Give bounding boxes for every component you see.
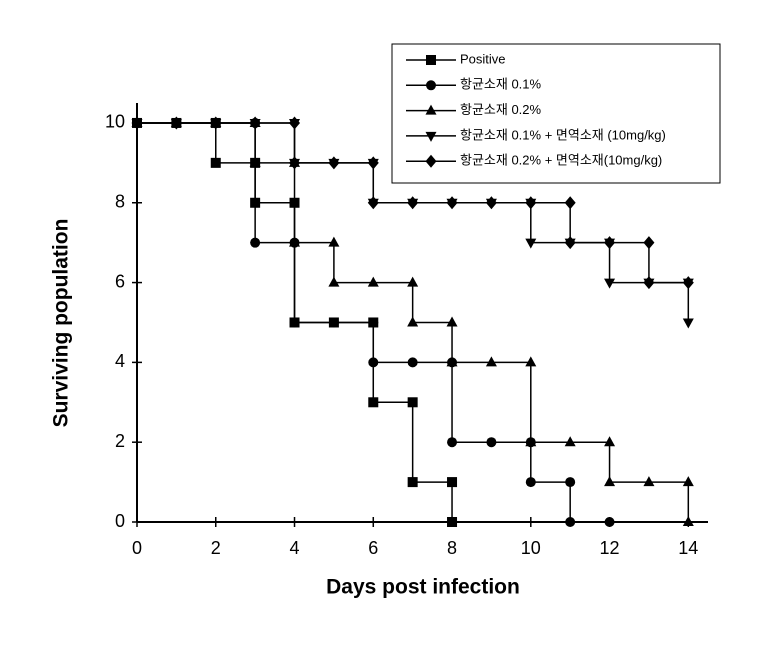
marker bbox=[564, 236, 576, 250]
marker bbox=[249, 116, 261, 130]
x-tick-label: 0 bbox=[132, 538, 142, 558]
marker bbox=[564, 196, 576, 210]
marker bbox=[447, 517, 458, 527]
marker bbox=[170, 116, 182, 130]
marker bbox=[525, 356, 537, 367]
marker bbox=[289, 156, 301, 170]
marker bbox=[643, 476, 655, 487]
marker bbox=[407, 397, 418, 408]
marker bbox=[485, 196, 497, 210]
marker bbox=[368, 397, 379, 408]
marker bbox=[604, 236, 616, 250]
marker bbox=[289, 236, 301, 247]
marker bbox=[426, 80, 436, 91]
legend-label: Positive bbox=[460, 51, 506, 66]
marker bbox=[446, 356, 458, 367]
y-tick-label: 0 bbox=[115, 511, 125, 531]
x-tick-label: 4 bbox=[290, 538, 300, 558]
marker bbox=[407, 276, 419, 287]
y-tick-label: 8 bbox=[115, 192, 125, 212]
marker bbox=[367, 156, 379, 170]
x-tick-label: 14 bbox=[678, 538, 698, 558]
marker bbox=[250, 237, 261, 248]
marker bbox=[525, 238, 537, 249]
marker bbox=[328, 236, 340, 247]
marker bbox=[525, 477, 536, 488]
marker bbox=[604, 476, 616, 487]
marker bbox=[682, 476, 694, 487]
marker bbox=[289, 116, 301, 130]
marker bbox=[328, 276, 340, 287]
marker bbox=[525, 436, 537, 447]
y-axis-label: Surviving population bbox=[50, 219, 73, 428]
marker bbox=[682, 516, 694, 526]
marker bbox=[289, 317, 300, 328]
marker bbox=[604, 278, 616, 289]
marker bbox=[446, 196, 458, 210]
marker bbox=[407, 357, 418, 368]
marker bbox=[367, 276, 379, 287]
marker bbox=[407, 477, 418, 488]
marker bbox=[210, 116, 222, 130]
marker bbox=[604, 436, 616, 447]
legend-label: 항균소재 0.1% bbox=[460, 77, 542, 92]
marker bbox=[210, 157, 221, 168]
y-tick-label: 2 bbox=[115, 431, 125, 451]
marker bbox=[425, 104, 437, 115]
marker bbox=[368, 357, 379, 368]
y-tick-label: 4 bbox=[115, 351, 125, 371]
legend-label: 항균소재 0.2% bbox=[460, 102, 542, 117]
marker bbox=[407, 196, 419, 210]
marker bbox=[367, 196, 379, 210]
marker bbox=[485, 356, 497, 367]
marker bbox=[425, 131, 437, 142]
marker bbox=[328, 156, 340, 170]
marker bbox=[564, 436, 576, 447]
marker bbox=[250, 197, 261, 208]
marker bbox=[643, 276, 655, 290]
y-tick-label: 6 bbox=[115, 271, 125, 291]
marker bbox=[643, 236, 655, 250]
marker bbox=[565, 477, 576, 488]
x-tick-label: 6 bbox=[368, 538, 378, 558]
x-tick-label: 12 bbox=[600, 538, 620, 558]
marker bbox=[289, 197, 300, 208]
x-tick-label: 8 bbox=[447, 538, 457, 558]
legend-label: 항균소재 0.1% + 면역소재 (10mg/kg) bbox=[460, 127, 666, 142]
marker bbox=[682, 318, 694, 329]
legend-box bbox=[391, 43, 721, 184]
marker bbox=[682, 276, 694, 290]
marker bbox=[368, 317, 379, 328]
marker bbox=[565, 517, 576, 527]
y-tick-label: 10 bbox=[105, 112, 125, 132]
marker bbox=[426, 55, 436, 65]
x-axis-label: Days post infection bbox=[326, 576, 520, 599]
marker bbox=[446, 316, 458, 327]
marker bbox=[425, 154, 437, 168]
legend-label: 항균소재 0.2% + 면역소재(10mg/kg) bbox=[460, 153, 662, 168]
marker bbox=[447, 437, 458, 448]
x-tick-label: 10 bbox=[521, 538, 541, 558]
marker bbox=[328, 317, 339, 328]
marker bbox=[407, 316, 419, 327]
marker bbox=[525, 196, 537, 210]
marker bbox=[249, 156, 261, 167]
marker bbox=[604, 517, 615, 527]
marker bbox=[486, 437, 497, 448]
marker bbox=[131, 116, 143, 130]
x-tick-label: 2 bbox=[211, 538, 221, 558]
marker bbox=[447, 477, 458, 488]
